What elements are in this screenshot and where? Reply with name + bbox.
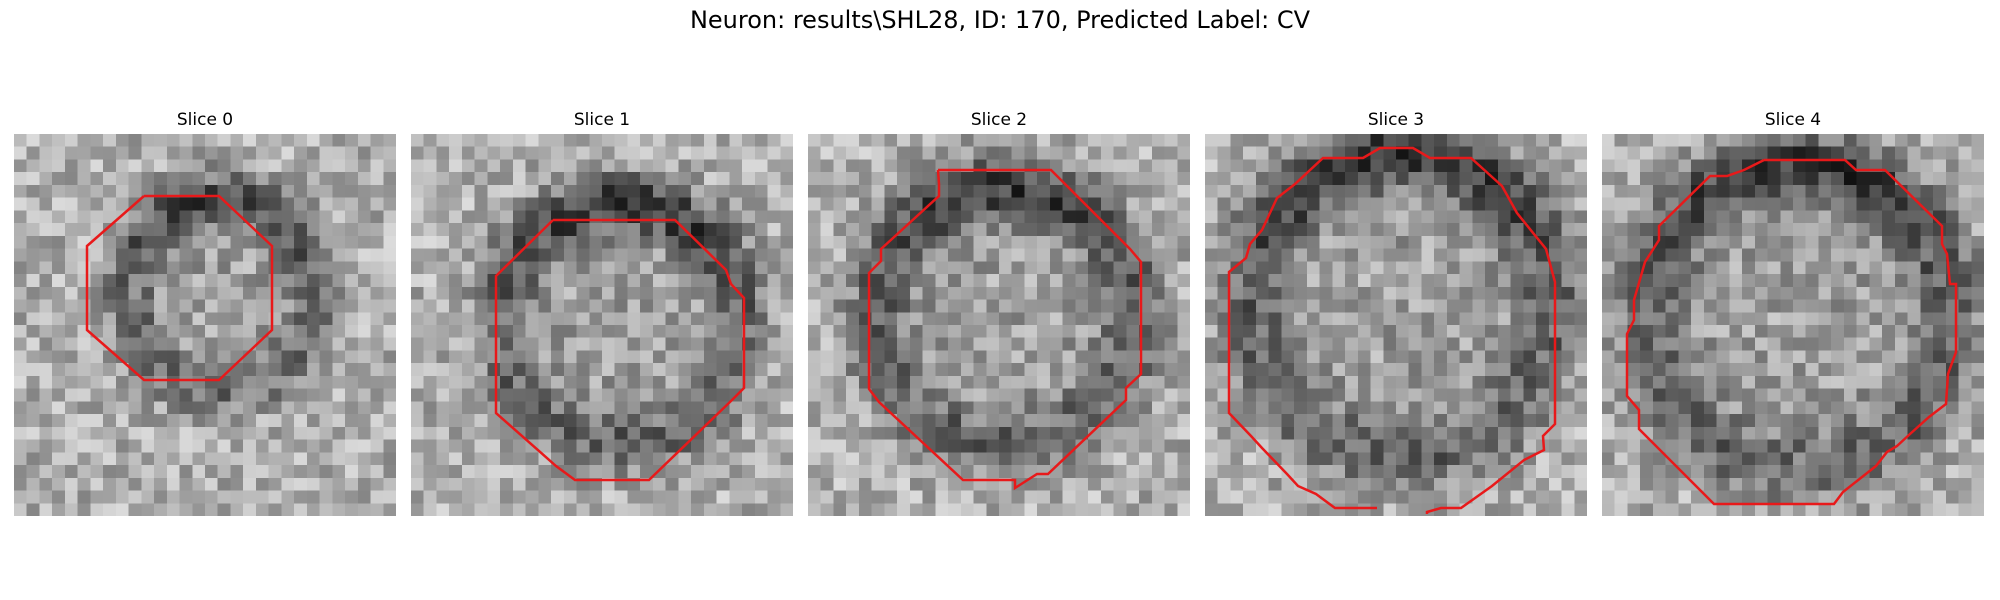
- contour-line: [1227, 146, 1557, 514]
- slice-image-4: [1602, 134, 1984, 516]
- slice-image-3: [1205, 134, 1587, 516]
- contour-outline-2: [867, 168, 1143, 491]
- contour-line: [494, 218, 746, 482]
- slice-title-1: Slice 1: [573, 110, 631, 130]
- contour-outline-3: [1227, 146, 1557, 514]
- slice-image-2: [808, 134, 1190, 516]
- contour-line: [867, 168, 1143, 491]
- contour-line: [1625, 158, 1958, 506]
- slice-image-1: [411, 134, 793, 516]
- slice-title-2: Slice 2: [970, 110, 1028, 130]
- slice-image-0: [14, 134, 396, 516]
- contour-outline-4: [1625, 158, 1958, 506]
- contour-line: [85, 194, 274, 382]
- figure-title: Neuron: results\SHL28, ID: 170, Predicte…: [689, 6, 1311, 34]
- contour-outline-1: [494, 218, 746, 482]
- slice-title-0: Slice 0: [176, 110, 234, 130]
- slice-title-3: Slice 3: [1367, 110, 1425, 130]
- slice-title-4: Slice 4: [1764, 110, 1822, 130]
- contour-outline-0: [85, 194, 274, 382]
